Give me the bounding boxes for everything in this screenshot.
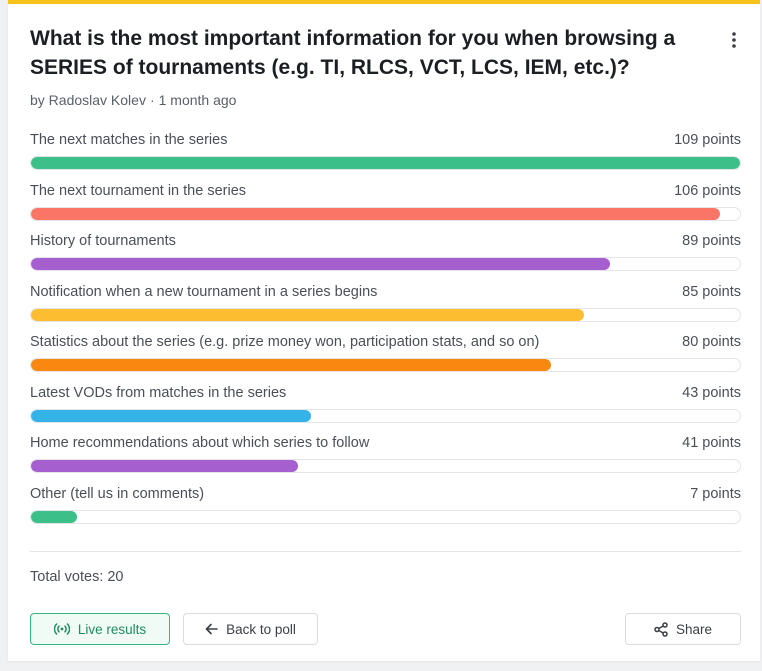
option-progress-fill	[31, 409, 311, 422]
option-points: 41 points	[682, 435, 741, 451]
option-progress-fill	[31, 510, 77, 523]
option-points: 85 points	[682, 283, 741, 300]
option-points: 80 points	[682, 334, 741, 350]
option-progress-track	[30, 206, 741, 221]
poll-option: Statistics about the series (e.g. prize …	[30, 333, 741, 384]
more-vertical-icon	[732, 32, 736, 48]
poll-option: The next matches in the series 109 points	[30, 131, 741, 182]
option-label: Statistics about the series (e.g. prize …	[30, 334, 540, 350]
share-label: Share	[675, 621, 713, 637]
option-progress-track	[30, 156, 741, 170]
more-options-button[interactable]	[722, 28, 746, 52]
poll-option: The next tournament in the series 106 poi…	[30, 182, 741, 233]
share-button[interactable]: Share	[625, 613, 741, 645]
option-progress-fill	[31, 258, 610, 270]
divider	[30, 551, 741, 552]
option-progress-fill	[31, 157, 740, 169]
back-to-poll-label: Back to poll	[226, 621, 296, 637]
poll-option-header: Home recommendations about which series …	[30, 434, 741, 452]
poll-posted-time: 1 month ago	[158, 92, 237, 108]
poll-option-header: History of tournaments 89 points	[30, 232, 741, 250]
option-progress-track	[30, 358, 741, 372]
poll-author[interactable]: by Radoslav Kolev	[30, 92, 146, 108]
poll-option: Notification when a new tournament in a …	[30, 283, 741, 334]
option-progress-track	[30, 408, 741, 423]
poll-option-header: Notification when a new tournament in a …	[30, 283, 741, 301]
poll-option: History of tournaments 89 points	[30, 232, 741, 283]
option-points: 106 points	[674, 182, 741, 199]
option-progress-track	[30, 307, 741, 322]
option-progress-fill	[31, 460, 298, 472]
option-label: The next tournament in the series	[30, 182, 247, 199]
poll-option-header: Latest VODs from matches in the series 43…	[30, 384, 741, 402]
option-label: Home recommendations about which series …	[30, 435, 370, 451]
option-points: 109 points	[674, 132, 741, 148]
total-votes: Total votes: 20	[30, 569, 124, 585]
meta-separator: ·	[149, 92, 155, 108]
option-progress-fill	[31, 308, 584, 321]
option-progress-track	[30, 509, 741, 524]
poll-option: Home recommendations about which series …	[30, 434, 741, 485]
option-label: The next matches in the series	[30, 132, 228, 148]
poll-option-header: The next tournament in the series 106 poi…	[30, 182, 741, 200]
poll-card: What is the most important information f…	[8, 0, 760, 661]
option-points: 89 points	[682, 233, 741, 249]
option-label: History of tournaments	[30, 233, 176, 249]
live-results-button[interactable]: Live results	[30, 613, 170, 645]
option-progress-track	[30, 459, 741, 473]
poll-option-header: Statistics about the series (e.g. prize …	[30, 333, 741, 351]
poll-option: Other (tell us in comments) 7 points	[30, 485, 741, 536]
option-points: 7 points	[690, 485, 741, 502]
option-progress-track	[30, 257, 741, 271]
poll-options: The next matches in the series 109 points…	[30, 131, 741, 535]
poll-option-header: The next matches in the series 109 points	[30, 131, 741, 149]
share-icon	[654, 621, 668, 637]
option-progress-fill	[31, 207, 721, 220]
poll-meta: by Radoslav Kolev · 1 month ago	[30, 92, 720, 108]
broadcast-icon	[53, 623, 70, 635]
option-points: 43 points	[682, 384, 741, 401]
poll-option: Latest VODs from matches in the series 43…	[30, 384, 741, 435]
back-to-poll-button[interactable]: Back to poll	[183, 613, 318, 645]
option-label: Other (tell us in comments)	[30, 485, 205, 502]
poll-option-header: Other (tell us in comments) 7 points	[30, 485, 741, 503]
option-progress-fill	[31, 359, 552, 371]
poll-title: What is the most important information f…	[30, 27, 676, 79]
option-label: Notification when a new tournament in a …	[30, 283, 378, 300]
arrow-left-icon	[205, 623, 218, 635]
poll-header: What is the most important information f…	[30, 24, 720, 108]
option-label: Latest VODs from matches in the series	[30, 384, 287, 401]
live-results-label: Live results	[77, 621, 147, 637]
